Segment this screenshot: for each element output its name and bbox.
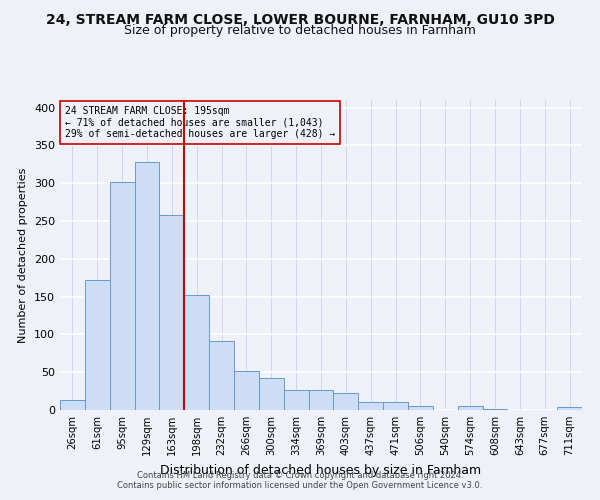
Bar [184, 295, 209, 410]
Bar [308, 390, 334, 410]
Bar [383, 402, 408, 410]
Bar [482, 409, 508, 410]
Y-axis label: Number of detached properties: Number of detached properties [19, 168, 28, 342]
Text: Size of property relative to detached houses in Farnham: Size of property relative to detached ho… [124, 24, 476, 37]
Bar [284, 390, 308, 410]
Bar [259, 378, 284, 410]
Bar [134, 162, 160, 410]
Text: 24 STREAM FARM CLOSE: 195sqm
← 71% of detached houses are smaller (1,043)
29% of: 24 STREAM FARM CLOSE: 195sqm ← 71% of de… [65, 106, 335, 140]
Bar [408, 406, 433, 410]
Bar [458, 406, 482, 410]
Bar [160, 215, 184, 410]
Bar [209, 341, 234, 410]
Bar [234, 372, 259, 410]
Bar [334, 394, 358, 410]
Bar [557, 407, 582, 410]
Text: Contains HM Land Registry data © Crown copyright and database right 2024.: Contains HM Land Registry data © Crown c… [137, 471, 463, 480]
X-axis label: Distribution of detached houses by size in Farnham: Distribution of detached houses by size … [160, 464, 482, 476]
Bar [60, 400, 85, 410]
Bar [358, 402, 383, 410]
Text: 24, STREAM FARM CLOSE, LOWER BOURNE, FARNHAM, GU10 3PD: 24, STREAM FARM CLOSE, LOWER BOURNE, FAR… [46, 12, 554, 26]
Text: Contains public sector information licensed under the Open Government Licence v3: Contains public sector information licen… [118, 481, 482, 490]
Bar [85, 280, 110, 410]
Bar [110, 182, 134, 410]
